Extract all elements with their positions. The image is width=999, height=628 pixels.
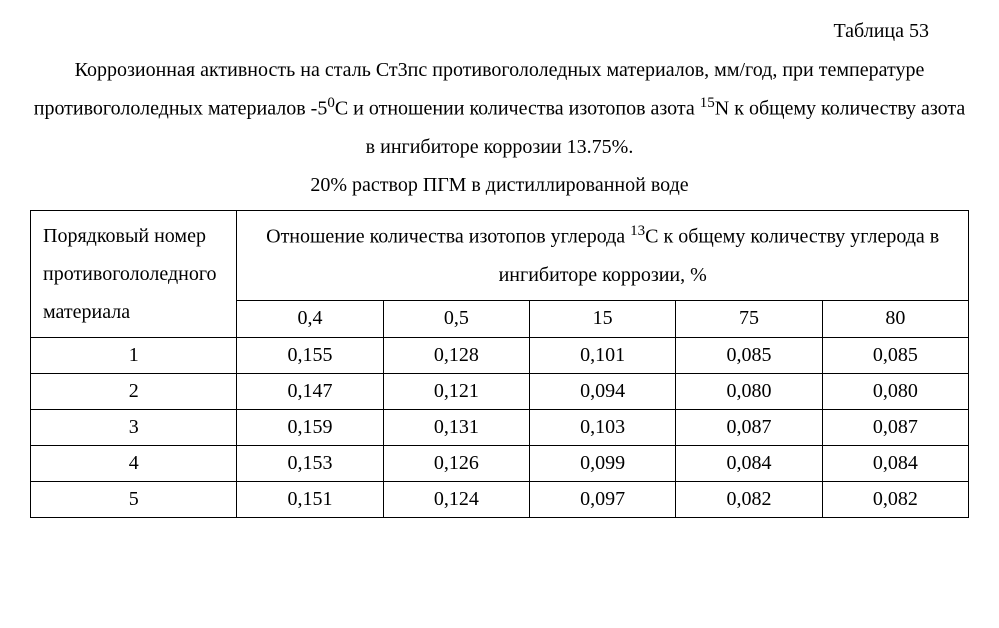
data-cell: 0,151 xyxy=(237,481,383,517)
column-header: 80 xyxy=(822,301,968,337)
data-cell: 0,099 xyxy=(530,445,676,481)
data-cell: 0,131 xyxy=(383,409,529,445)
span-header-heading: Отношение количества изотопов углерода 1… xyxy=(237,210,969,301)
data-cell: 0,159 xyxy=(237,409,383,445)
data-cell: 0,080 xyxy=(676,373,822,409)
table-head: Порядковый номер противогололедного мате… xyxy=(31,210,969,337)
table-row: 10,1550,1280,1010,0850,085 xyxy=(31,337,969,373)
header-row-1: Порядковый номер противогололедного мате… xyxy=(31,210,969,301)
data-cell: 0,082 xyxy=(822,481,968,517)
data-cell: 0,087 xyxy=(822,409,968,445)
data-cell: 0,082 xyxy=(676,481,822,517)
data-cell: 0,103 xyxy=(530,409,676,445)
data-cell: 0,084 xyxy=(822,445,968,481)
table-row: 50,1510,1240,0970,0820,082 xyxy=(31,481,969,517)
table-caption: Коррозионная активность на сталь Ст3пс п… xyxy=(30,51,969,204)
table-row: 40,1530,1260,0990,0840,084 xyxy=(31,445,969,481)
data-cell: 0,080 xyxy=(822,373,968,409)
row-number-cell: 1 xyxy=(31,337,237,373)
data-cell: 0,124 xyxy=(383,481,529,517)
data-cell: 0,155 xyxy=(237,337,383,373)
data-cell: 0,085 xyxy=(822,337,968,373)
data-cell: 0,085 xyxy=(676,337,822,373)
data-table: Порядковый номер противогололедного мате… xyxy=(30,210,969,518)
data-cell: 0,094 xyxy=(530,373,676,409)
column-header: 75 xyxy=(676,301,822,337)
data-cell: 0,084 xyxy=(676,445,822,481)
row-number-cell: 2 xyxy=(31,373,237,409)
table-number-label: Таблица 53 xyxy=(30,20,969,43)
column-header: 0,5 xyxy=(383,301,529,337)
row-number-cell: 4 xyxy=(31,445,237,481)
data-cell: 0,147 xyxy=(237,373,383,409)
row-header-heading: Порядковый номер противогололедного мате… xyxy=(31,210,237,337)
data-cell: 0,101 xyxy=(530,337,676,373)
data-cell: 0,097 xyxy=(530,481,676,517)
table-row: 20,1470,1210,0940,0800,080 xyxy=(31,373,969,409)
column-header: 15 xyxy=(530,301,676,337)
row-number-cell: 3 xyxy=(31,409,237,445)
data-cell: 0,128 xyxy=(383,337,529,373)
row-number-cell: 5 xyxy=(31,481,237,517)
column-header: 0,4 xyxy=(237,301,383,337)
data-cell: 0,153 xyxy=(237,445,383,481)
data-cell: 0,087 xyxy=(676,409,822,445)
data-cell: 0,126 xyxy=(383,445,529,481)
table-body: 10,1550,1280,1010,0850,08520,1470,1210,0… xyxy=(31,337,969,517)
data-cell: 0,121 xyxy=(383,373,529,409)
table-row: 30,1590,1310,1030,0870,087 xyxy=(31,409,969,445)
